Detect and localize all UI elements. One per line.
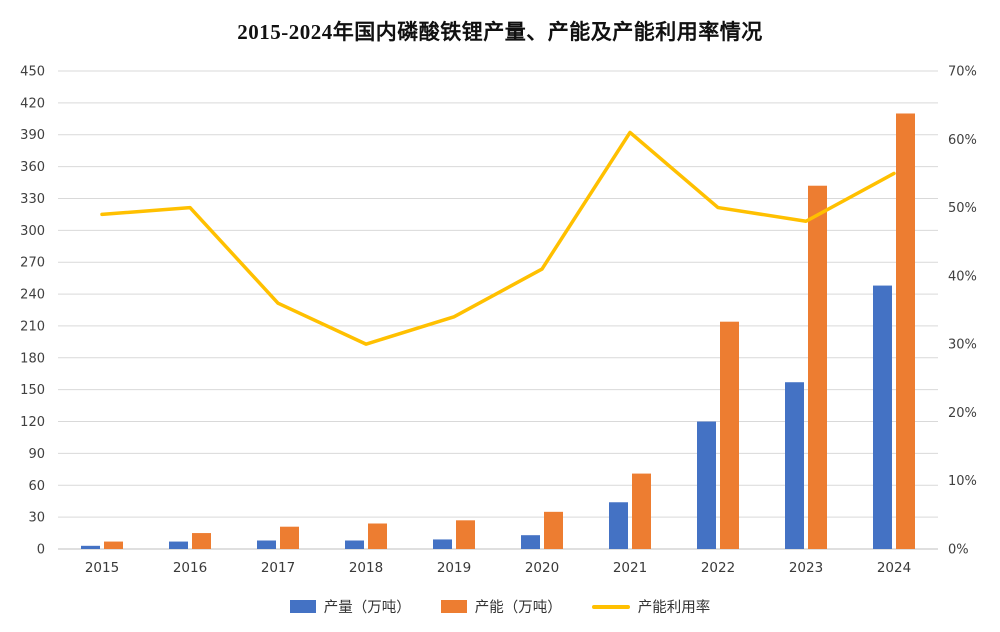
bar-production (785, 382, 804, 549)
bar-production (609, 502, 628, 549)
x-axis-tick-label: 2024 (877, 560, 911, 576)
legend-label-capacity: 产能（万吨） (474, 600, 562, 616)
x-axis-tick-label: 2016 (173, 560, 207, 576)
x-axis-tick-label: 2021 (613, 560, 647, 576)
left-axis-tick-label: 360 (20, 160, 45, 175)
legend-label-utilization: 产能利用率 (637, 600, 711, 616)
legend-item-capacity: 产能（万吨） (440, 596, 562, 617)
bar-production (81, 545, 100, 549)
chart-title: 2015-2024年国内磷酸铁锂产量、产能及产能利用率情况 (237, 20, 763, 44)
x-axis-tick-label: 2020 (525, 560, 559, 576)
left-axis-tick-label: 420 (20, 96, 45, 111)
legend-item-utilization: 产能利用率 (591, 596, 711, 617)
left-axis-tick-label: 210 (20, 319, 45, 334)
chart-legend: 产量（万吨） 产能（万吨） 产能利用率 (0, 596, 1000, 617)
bar-capacity (280, 526, 299, 549)
left-axis-tick-label: 60 (28, 479, 45, 494)
utilization-line (100, 130, 896, 346)
bar-production (257, 540, 276, 549)
left-axis-tick-label: 0 (37, 543, 45, 558)
left-axis-tick-label: 390 (20, 128, 45, 143)
left-axis-tick-label: 30 (28, 511, 45, 526)
x-axis-tick-label: 2019 (437, 560, 471, 576)
x-axis-tick-label: 2017 (261, 560, 295, 576)
right-axis-tick-label: 10% (948, 474, 977, 489)
bar-production (433, 539, 452, 549)
x-axis-tick-label: 2022 (701, 560, 735, 576)
left-axis-tick-label: 180 (20, 351, 45, 366)
legend-item-production: 产量（万吨） (289, 596, 411, 617)
right-axis-tick-label: 20% (948, 406, 977, 421)
x-axis-tick-label: 2023 (789, 560, 823, 576)
bar-capacity (720, 321, 739, 549)
legend-label-production: 产量（万吨） (323, 600, 411, 616)
right-axis-tick-label: 50% (948, 201, 977, 216)
right-axis-tick-label: 40% (948, 269, 977, 284)
x-axis-tick-label: 2015 (85, 560, 119, 576)
bar-capacity (896, 113, 915, 549)
production-swatch (289, 600, 316, 613)
left-axis-tick-label: 450 (20, 65, 45, 80)
bar-capacity (544, 511, 563, 549)
bar-capacity (456, 520, 475, 549)
left-axis-tick-label: 270 (20, 256, 45, 271)
left-axis-tick-label: 330 (20, 192, 45, 207)
capacity-swatch (440, 600, 467, 613)
bar-production (169, 541, 188, 549)
bar-capacity (808, 185, 827, 549)
left-axis-tick-label: 300 (20, 224, 45, 239)
bar-capacity (192, 533, 211, 549)
left-axis-tick-label: 120 (20, 415, 45, 430)
utilization-line-swatch (591, 604, 630, 609)
bar-capacity (104, 541, 123, 549)
right-axis-tick-label: 70% (948, 65, 977, 80)
bar-production (521, 535, 540, 549)
bar-production (697, 421, 716, 549)
right-axis-tick-label: 0% (948, 543, 969, 558)
bar-production (345, 540, 364, 549)
bar-capacity (632, 473, 651, 549)
left-axis-tick-label: 90 (28, 447, 45, 462)
left-axis-tick-label: 240 (20, 288, 45, 303)
bar-production (873, 285, 892, 549)
bar-capacity (368, 523, 387, 549)
right-axis-tick-label: 30% (948, 338, 977, 353)
right-axis-tick-label: 60% (948, 133, 977, 148)
left-axis-tick-label: 150 (20, 383, 45, 398)
x-axis-tick-label: 2018 (349, 560, 383, 576)
